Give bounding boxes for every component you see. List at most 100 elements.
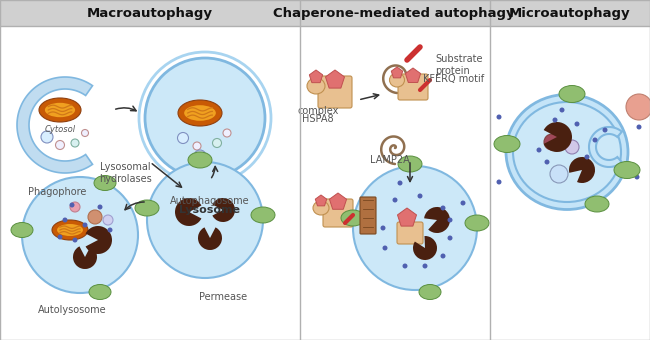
Circle shape	[107, 227, 112, 233]
Circle shape	[88, 210, 102, 224]
Circle shape	[213, 138, 222, 148]
Text: complex: complex	[297, 106, 339, 116]
Wedge shape	[424, 207, 450, 233]
Circle shape	[147, 162, 263, 278]
Polygon shape	[398, 208, 417, 226]
Circle shape	[584, 154, 590, 159]
Text: Permease: Permease	[199, 292, 247, 302]
Circle shape	[382, 245, 387, 251]
Ellipse shape	[313, 201, 329, 215]
Wedge shape	[569, 157, 595, 183]
Circle shape	[447, 236, 452, 240]
Wedge shape	[543, 122, 572, 152]
Circle shape	[194, 150, 206, 162]
Circle shape	[353, 166, 477, 290]
Circle shape	[536, 148, 541, 153]
Ellipse shape	[135, 200, 159, 216]
Circle shape	[62, 218, 68, 222]
FancyBboxPatch shape	[360, 197, 376, 234]
Circle shape	[560, 107, 564, 113]
Bar	[0, 0, 650, 26]
Text: HSPA8: HSPA8	[302, 114, 334, 124]
Circle shape	[98, 204, 103, 209]
Circle shape	[145, 58, 265, 178]
Circle shape	[593, 137, 597, 142]
Text: Substrate
protein: Substrate protein	[435, 54, 482, 76]
Circle shape	[552, 118, 558, 122]
Ellipse shape	[465, 215, 489, 231]
Ellipse shape	[178, 100, 222, 126]
Circle shape	[83, 222, 88, 227]
FancyBboxPatch shape	[318, 76, 352, 108]
Ellipse shape	[559, 85, 585, 102]
Circle shape	[447, 218, 452, 222]
Ellipse shape	[614, 162, 640, 178]
Text: LAMP2A: LAMP2A	[370, 155, 410, 165]
Polygon shape	[330, 193, 346, 209]
Circle shape	[177, 133, 188, 143]
Circle shape	[497, 180, 502, 185]
Circle shape	[417, 193, 422, 199]
Circle shape	[565, 140, 579, 154]
Wedge shape	[198, 227, 222, 250]
Circle shape	[441, 254, 445, 258]
Circle shape	[380, 225, 385, 231]
Ellipse shape	[419, 285, 441, 300]
Text: Microautophagy: Microautophagy	[509, 6, 630, 19]
Circle shape	[193, 142, 201, 150]
Wedge shape	[413, 236, 437, 260]
Ellipse shape	[11, 222, 33, 238]
Wedge shape	[86, 226, 112, 254]
Circle shape	[402, 264, 408, 269]
Polygon shape	[17, 77, 92, 173]
Text: Lysosome: Lysosome	[179, 205, 240, 215]
Ellipse shape	[45, 103, 75, 117]
Circle shape	[103, 215, 113, 225]
Ellipse shape	[494, 136, 520, 153]
Text: Cytosol: Cytosol	[44, 125, 75, 135]
Text: KFERQ motif: KFERQ motif	[423, 74, 484, 84]
Circle shape	[22, 177, 138, 293]
Wedge shape	[175, 198, 202, 226]
Ellipse shape	[39, 98, 81, 122]
Text: Autophagosome: Autophagosome	[170, 196, 250, 206]
Circle shape	[57, 235, 62, 239]
Ellipse shape	[513, 102, 621, 202]
Circle shape	[71, 139, 79, 147]
Polygon shape	[315, 195, 327, 206]
Circle shape	[544, 134, 560, 150]
Circle shape	[398, 181, 402, 186]
Polygon shape	[326, 70, 344, 88]
Circle shape	[55, 140, 64, 150]
Circle shape	[460, 201, 465, 205]
Circle shape	[81, 130, 88, 136]
Circle shape	[626, 94, 650, 120]
Text: Phagophore: Phagophore	[28, 187, 86, 197]
Ellipse shape	[57, 224, 83, 236]
Ellipse shape	[184, 105, 216, 121]
Ellipse shape	[307, 78, 325, 94]
Ellipse shape	[188, 152, 212, 168]
Circle shape	[393, 198, 398, 203]
Polygon shape	[309, 70, 322, 83]
Ellipse shape	[389, 73, 404, 87]
Circle shape	[73, 238, 77, 242]
Ellipse shape	[52, 220, 88, 240]
Polygon shape	[406, 68, 421, 83]
Ellipse shape	[398, 156, 422, 172]
Ellipse shape	[89, 285, 111, 300]
Text: Autolysosome: Autolysosome	[38, 305, 107, 315]
Wedge shape	[73, 246, 97, 269]
Polygon shape	[391, 67, 403, 78]
Text: Macroautophagy: Macroautophagy	[87, 6, 213, 19]
FancyBboxPatch shape	[323, 199, 353, 227]
Circle shape	[603, 128, 608, 133]
Wedge shape	[213, 198, 235, 222]
Text: Lysosomal
hydrolases: Lysosomal hydrolases	[99, 162, 151, 184]
FancyBboxPatch shape	[398, 74, 428, 100]
Circle shape	[545, 159, 549, 165]
Ellipse shape	[251, 207, 275, 223]
Polygon shape	[589, 127, 622, 167]
FancyBboxPatch shape	[397, 222, 423, 244]
Ellipse shape	[94, 175, 116, 190]
